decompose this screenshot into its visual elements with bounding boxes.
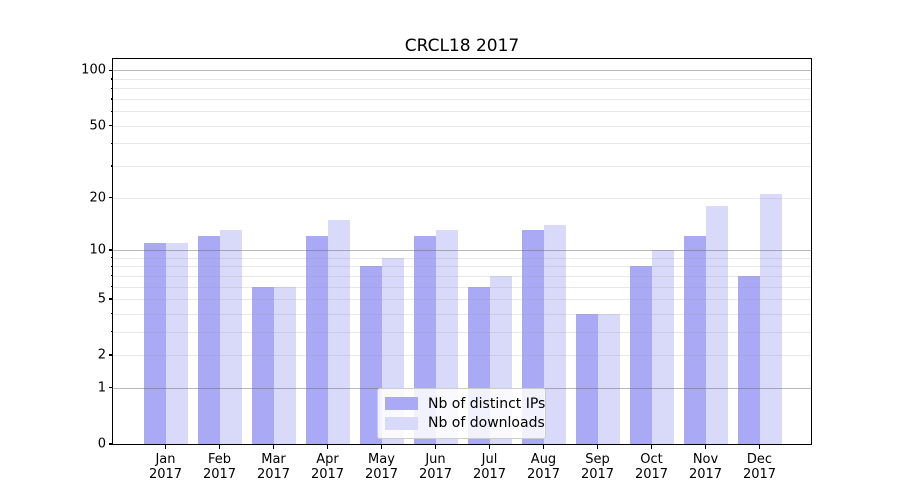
y-minor-tick-mark <box>110 257 113 259</box>
bar-distinct-ips-sep <box>575 313 598 444</box>
bar-distinct-ips-oct <box>629 266 652 444</box>
bar-distinct-ips-jan <box>143 242 166 444</box>
gridline-minor-70 <box>113 99 811 100</box>
y-tick-mark <box>108 249 113 251</box>
y-tick-label-10: 10 <box>89 242 106 258</box>
y-minor-tick-mark <box>110 331 113 333</box>
x-tick-mark-nov <box>704 445 707 449</box>
gridline-minor-40 <box>113 143 811 145</box>
y-minor-tick-mark <box>110 285 113 288</box>
bar-distinct-ips-apr <box>305 236 328 444</box>
x-tick-label-apr: Apr 2017 <box>310 452 345 482</box>
bar-distinct-ips-nov <box>683 236 706 444</box>
bar-downloads-oct <box>651 249 674 444</box>
bar-downloads-mar <box>273 286 296 444</box>
y-minor-tick-mark <box>110 313 113 315</box>
y-tick-label-50: 50 <box>89 118 106 134</box>
x-tick-label-dec: Dec 2017 <box>742 452 777 482</box>
x-tick-label-jun: Jun 2017 <box>418 452 453 482</box>
legend-item-downloads: Nb of downloads <box>385 415 545 431</box>
y-minor-tick-mark <box>110 165 113 167</box>
x-tick-label-mar: Mar 2017 <box>256 452 291 482</box>
bar-downloads-nov <box>705 205 728 444</box>
gridline-major-100 <box>113 70 811 72</box>
y-tick-mark <box>108 387 113 389</box>
y-tick-label-2: 2 <box>97 347 106 363</box>
x-tick-label-nov: Nov 2017 <box>688 452 723 482</box>
bar-downloads-sep <box>597 313 620 444</box>
x-tick-mark-oct <box>650 445 653 449</box>
x-tick-mark-aug <box>542 445 545 449</box>
bar-downloads-aug <box>543 224 566 444</box>
y-tick-label-20: 20 <box>89 190 106 206</box>
gridline-minor-30 <box>113 166 811 168</box>
x-tick-mark-jun <box>434 445 437 449</box>
y-minor-tick-mark <box>110 110 113 112</box>
legend-label-downloads: Nb of downloads <box>428 415 545 432</box>
x-tick-label-jul: Jul 2017 <box>472 452 507 482</box>
bar-distinct-ips-dec <box>737 275 760 444</box>
x-tick-mark-jan <box>164 445 167 449</box>
chart-title: CRCL18 2017 <box>404 36 520 56</box>
x-tick-label-oct: Oct 2017 <box>634 452 669 482</box>
x-tick-mark-mar <box>272 445 275 449</box>
y-minor-tick-mark <box>110 78 113 80</box>
legend-swatch-distinct-ips <box>385 397 418 411</box>
y-minor-tick-mark <box>110 265 113 267</box>
y-minor-tick-mark <box>110 87 113 89</box>
bar-distinct-ips-feb <box>197 236 220 444</box>
x-tick-mark-apr <box>326 445 329 449</box>
gridline-minor-80 <box>113 88 811 90</box>
bar-downloads-dec <box>759 193 782 444</box>
legend-label-distinct-ips: Nb of distinct IPs <box>428 395 546 412</box>
bar-downloads-apr <box>327 219 350 444</box>
gridline-minor-20 <box>113 197 811 199</box>
x-tick-label-feb: Feb 2017 <box>202 452 237 482</box>
bar-distinct-ips-mar <box>251 286 274 444</box>
y-tick-mark <box>108 196 113 199</box>
legend: Nb of distinct IPs Nb of downloads <box>377 388 546 439</box>
plot-area: Nb of distinct IPs Nb of downloads <box>112 58 812 445</box>
x-tick-label-aug: Aug 2017 <box>526 452 561 482</box>
x-tick-label-sep: Sep 2017 <box>580 452 615 482</box>
gridline-minor-60 <box>113 111 811 113</box>
y-tick-mark <box>108 298 113 300</box>
x-tick-mark-may <box>380 445 383 449</box>
y-tick-label-1: 1 <box>97 380 106 396</box>
y-tick-label-5: 5 <box>97 291 106 307</box>
x-tick-label-may: May 2017 <box>364 452 399 482</box>
x-tick-mark-dec <box>758 445 761 449</box>
y-minor-tick-mark <box>110 98 113 100</box>
y-tick-mark <box>108 354 113 356</box>
x-tick-mark-jul <box>488 445 491 449</box>
y-tick-label-100: 100 <box>81 62 106 78</box>
gridline-minor-90 <box>113 78 811 80</box>
x-tick-mark-sep <box>596 445 599 449</box>
y-minor-tick-mark <box>110 142 113 145</box>
x-tick-mark-feb <box>218 445 221 449</box>
y-tick-label-0: 0 <box>97 436 106 452</box>
y-minor-tick-mark <box>110 275 113 277</box>
bar-downloads-jan <box>165 242 188 444</box>
bar-distinct-ips-may <box>359 266 382 444</box>
y-tick-mark <box>108 69 113 72</box>
y-tick-mark <box>108 443 113 445</box>
gridline-minor-50 <box>113 125 811 127</box>
y-tick-mark <box>108 125 113 127</box>
legend-swatch-downloads <box>385 416 418 430</box>
legend-item-distinct-ips: Nb of distinct IPs <box>385 396 545 412</box>
x-tick-label-jan: Jan 2017 <box>148 452 183 482</box>
bar-downloads-feb <box>219 230 242 444</box>
